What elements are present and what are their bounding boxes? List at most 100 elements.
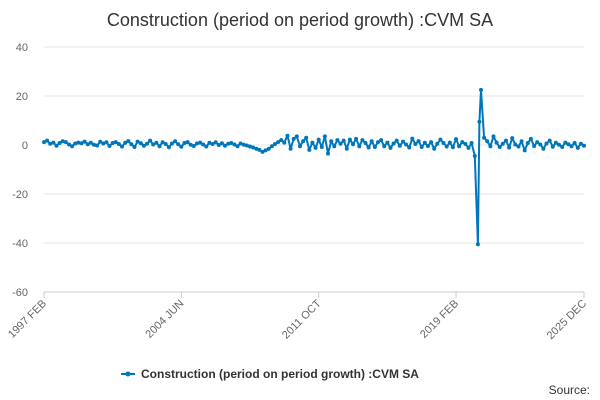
data-point[interactable] (538, 142, 543, 147)
data-point[interactable] (429, 140, 434, 145)
data-point[interactable] (157, 144, 162, 149)
data-point[interactable] (188, 142, 193, 147)
data-point[interactable] (322, 134, 327, 139)
data-point[interactable] (298, 144, 302, 149)
data-point[interactable] (163, 142, 168, 146)
data-point[interactable] (485, 139, 490, 144)
data-point[interactable] (194, 141, 199, 146)
data-point[interactable] (569, 144, 574, 149)
data-point[interactable] (301, 139, 306, 144)
data-point[interactable] (351, 142, 355, 147)
data-point[interactable] (410, 136, 415, 141)
data-point[interactable] (532, 144, 537, 148)
data-point[interactable] (500, 141, 505, 146)
data-point[interactable] (63, 140, 68, 145)
data-point[interactable] (407, 145, 412, 150)
data-point[interactable] (441, 141, 446, 145)
data-point[interactable] (582, 143, 586, 148)
data-point[interactable] (238, 141, 243, 146)
data-point[interactable] (48, 141, 53, 146)
data-point[interactable] (123, 140, 128, 145)
data-point[interactable] (54, 143, 59, 148)
data-point[interactable] (463, 142, 468, 146)
data-point[interactable] (244, 143, 249, 148)
data-point[interactable] (560, 145, 565, 149)
data-point[interactable] (42, 140, 46, 145)
data-point[interactable] (129, 142, 134, 147)
data-point[interactable] (154, 140, 159, 145)
data-point[interactable] (182, 141, 187, 145)
data-point[interactable] (572, 141, 577, 145)
data-point[interactable] (229, 141, 234, 145)
data-point[interactable] (457, 144, 462, 149)
data-point[interactable] (160, 140, 165, 145)
data-point[interactable] (57, 141, 62, 145)
data-point[interactable] (257, 147, 262, 152)
data-point[interactable] (438, 137, 443, 142)
data-point[interactable] (326, 151, 330, 156)
data-point[interactable] (401, 139, 405, 144)
data-point[interactable] (519, 139, 524, 144)
data-point[interactable] (366, 145, 371, 150)
data-point[interactable] (73, 141, 78, 146)
data-point[interactable] (404, 142, 409, 147)
data-point[interactable] (241, 142, 246, 147)
data-point[interactable] (120, 144, 124, 149)
data-point[interactable] (201, 142, 206, 147)
data-point[interactable] (98, 139, 103, 144)
data-point[interactable] (347, 137, 352, 142)
data-point[interactable] (60, 139, 65, 144)
data-point[interactable] (285, 133, 290, 138)
data-point[interactable] (335, 138, 340, 143)
data-point[interactable] (522, 148, 527, 153)
data-point[interactable] (566, 142, 571, 147)
data-point[interactable] (70, 144, 75, 149)
data-point[interactable] (176, 142, 181, 147)
data-point[interactable] (357, 144, 362, 149)
data-point[interactable] (279, 138, 284, 143)
data-point[interactable] (198, 140, 203, 145)
data-point[interactable] (313, 145, 318, 150)
data-point[interactable] (276, 140, 281, 145)
data-point[interactable] (528, 136, 533, 141)
data-point[interactable] (369, 139, 374, 144)
data-point[interactable] (310, 140, 315, 145)
data-point[interactable] (145, 141, 149, 146)
data-point[interactable] (85, 142, 90, 147)
data-point[interactable] (141, 143, 146, 148)
data-point[interactable] (497, 145, 502, 149)
data-point[interactable] (329, 139, 334, 144)
data-point[interactable] (294, 134, 299, 139)
data-point[interactable] (67, 142, 71, 147)
data-point[interactable] (173, 139, 178, 144)
data-point[interactable] (132, 145, 137, 149)
data-point[interactable] (219, 141, 224, 146)
data-point[interactable] (88, 140, 93, 145)
data-point[interactable] (235, 144, 240, 149)
data-point[interactable] (76, 140, 81, 145)
data-point[interactable] (338, 141, 343, 146)
data-point[interactable] (482, 135, 487, 140)
data-point[interactable] (575, 145, 580, 150)
data-point[interactable] (450, 145, 455, 150)
data-point[interactable] (382, 144, 387, 149)
data-point[interactable] (170, 141, 174, 146)
data-point[interactable] (535, 140, 540, 145)
data-point[interactable] (260, 149, 265, 154)
data-point[interactable] (422, 140, 427, 145)
data-point[interactable] (304, 135, 309, 140)
data-point[interactable] (435, 141, 440, 146)
data-point[interactable] (541, 146, 546, 151)
data-point[interactable] (288, 146, 293, 151)
data-point[interactable] (307, 147, 312, 152)
data-point[interactable] (151, 142, 156, 147)
data-point[interactable] (107, 144, 112, 148)
data-point[interactable] (488, 144, 493, 149)
data-point[interactable] (525, 141, 530, 145)
data-point[interactable] (504, 138, 508, 143)
data-point[interactable] (116, 142, 121, 146)
data-point[interactable] (513, 142, 518, 147)
legend-label[interactable]: Construction (period on period growth) :… (141, 367, 419, 381)
data-point[interactable] (95, 143, 100, 148)
data-point[interactable] (204, 144, 209, 149)
